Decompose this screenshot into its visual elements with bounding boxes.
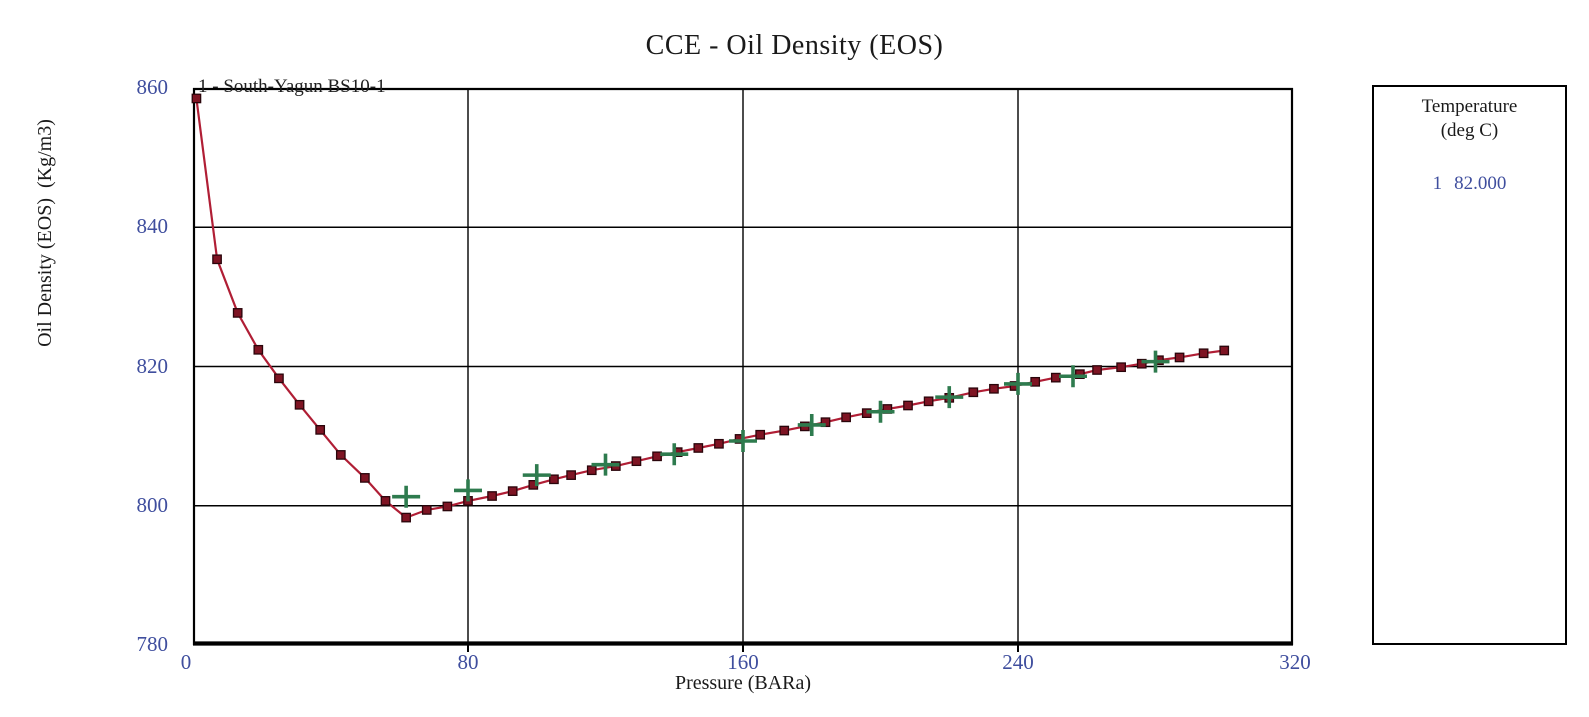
legend-entry: 1 82.000: [1374, 171, 1565, 197]
eos-square-marker: [1174, 352, 1185, 363]
eos-square-marker: [294, 399, 305, 410]
eos-square-marker: [212, 254, 222, 265]
eos-square-marker: [968, 387, 979, 398]
eos-square-marker: [1136, 358, 1147, 369]
x-tick-label: 160: [727, 650, 759, 674]
plot-area: [191, 87, 1294, 652]
eos-square-marker: [841, 412, 851, 423]
eos-curve-line: [195, 98, 1225, 519]
y-tick-label: 800: [136, 492, 169, 517]
eos-square-marker: [549, 474, 559, 485]
eos-square-marker: [380, 496, 391, 506]
eos-square-marker: [1030, 376, 1041, 387]
experimental-plus-marker: [1004, 372, 1032, 395]
eos-square-marker: [401, 512, 411, 523]
eos-square-marker: [315, 425, 326, 435]
eos-square-marker: [421, 505, 432, 515]
eos-square-marker: [923, 396, 934, 407]
x-tick-label: 0: [180, 650, 192, 674]
eos-square-marker: [779, 425, 790, 436]
eos-square-marker: [586, 465, 597, 476]
legend-subtitle: (deg C): [1440, 120, 1499, 141]
experimental-plus-marker: [797, 413, 826, 436]
eos-square-marker: [274, 373, 284, 384]
legend-box: Temperature (deg C) 1 82.000: [1372, 85, 1567, 645]
experimental-plus-marker: [935, 386, 964, 409]
x-tick-label: 80: [457, 650, 479, 674]
eos-square-marker: [1219, 345, 1230, 356]
eos-square-marker: [652, 451, 662, 462]
eos-square-marker: [989, 383, 999, 394]
experimental-plus-marker: [866, 400, 895, 423]
eos-square-marker: [191, 93, 202, 104]
chart-title: CCE - Oil Density (EOS): [645, 30, 944, 61]
y-tick-label: 840: [136, 214, 169, 239]
eos-square-marker: [903, 400, 913, 411]
y-axis-title: Oil Density (EOS) (Kg/m3): [34, 119, 56, 347]
eos-square-marker: [1116, 362, 1126, 373]
legend-entries: 1 82.000: [1374, 171, 1565, 197]
eos-square-marker: [1075, 369, 1085, 380]
legend-entry-index: 1: [1432, 173, 1443, 194]
legend-entry-value: 82.000: [1454, 173, 1507, 194]
eos-square-marker: [631, 456, 642, 467]
eos-square-marker: [507, 486, 518, 496]
y-tick-label: 860: [136, 75, 169, 99]
eos-square-marker: [360, 473, 370, 483]
experimental-plus-marker: [729, 429, 757, 452]
y-tick-label: 780: [136, 632, 169, 656]
experimental-plus-marker: [454, 479, 482, 502]
eos-square-marker: [1198, 348, 1209, 359]
experimental-plus-marker: [1059, 365, 1087, 388]
x-tick-label: 320: [1279, 650, 1311, 674]
eos-square-marker: [232, 308, 243, 318]
experimental-plus-marker: [392, 485, 421, 508]
eos-square-marker: [714, 438, 724, 449]
experimental-plus-marker: [660, 443, 689, 466]
eos-square-marker: [1050, 372, 1061, 383]
experimental-plus-marker: [522, 464, 551, 487]
x-axis-title: Pressure (BARa): [674, 672, 812, 694]
eos-square-marker: [566, 470, 576, 480]
experimental-plus-marker: [1141, 350, 1170, 373]
y-tick-label: 820: [136, 353, 169, 378]
experimental-plus-marker: [591, 453, 620, 476]
legend-title: Temperature: [1421, 96, 1518, 117]
eos-square-marker: [755, 429, 766, 440]
eos-square-marker: [335, 450, 346, 460]
x-tick-label: 240: [1002, 650, 1034, 674]
series-label: 1 - South-Yagun BS10-1: [198, 76, 386, 97]
eos-square-marker: [442, 501, 453, 512]
eos-square-marker: [693, 443, 704, 453]
eos-square-marker: [253, 344, 264, 355]
eos-square-marker: [487, 491, 497, 501]
eos-square-marker: [1092, 365, 1102, 375]
